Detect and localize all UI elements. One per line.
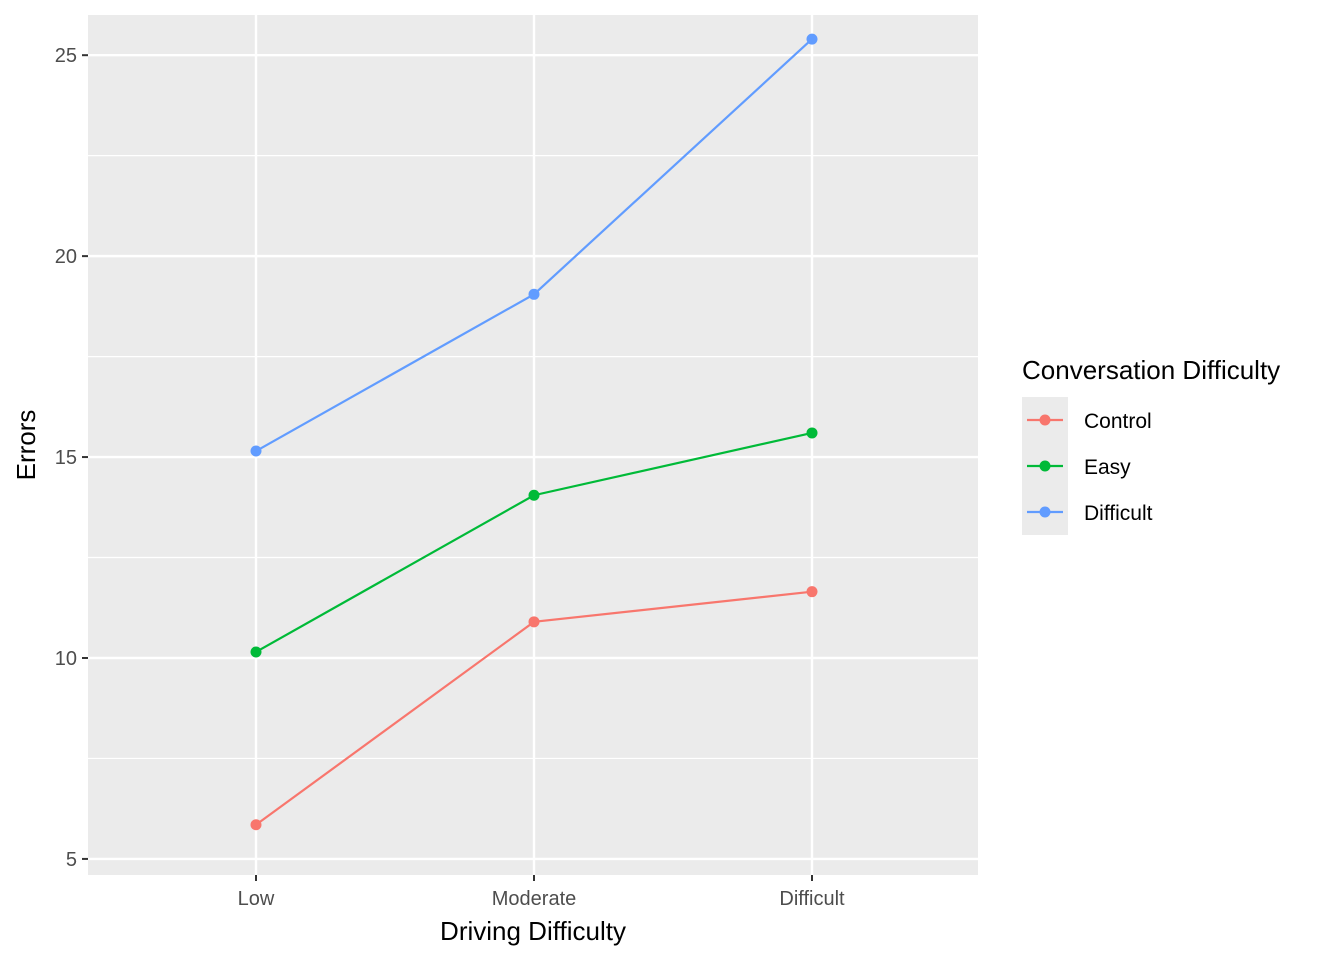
data-point-control [528, 616, 540, 628]
data-point-control [250, 819, 262, 831]
legend-label-difficult: Difficult [1084, 502, 1153, 525]
axes: 5 10 15 20 25 Low Moderate Difficult [55, 45, 845, 910]
y-tick-label: 25 [55, 45, 77, 67]
data-point-control [806, 586, 818, 598]
data-point-easy [806, 427, 818, 439]
data-point-easy [250, 646, 262, 658]
y-tick-label: 10 [55, 648, 77, 670]
legend-items: Control Easy Difficult [1022, 397, 1153, 535]
x-tick-label: Moderate [492, 888, 577, 910]
legend-label-easy: Easy [1084, 456, 1131, 479]
data-point-difficult [528, 288, 540, 300]
data-point-difficult [806, 33, 818, 45]
grid-lines [88, 15, 978, 875]
data-point-easy [528, 489, 540, 501]
x-tick-label: Low [238, 888, 275, 910]
series-lines [250, 33, 818, 831]
y-tick-label: 20 [55, 246, 77, 268]
x-axis-title: Driving Difficulty [440, 916, 626, 946]
y-tick-label: 5 [66, 849, 77, 871]
legend-key-point [1039, 506, 1051, 518]
legend-label-control: Control [1084, 410, 1152, 433]
legend-key-point [1039, 460, 1051, 472]
legend: Conversation Difficulty Control Easy Diffi… [1022, 355, 1280, 535]
legend-title: Conversation Difficulty [1022, 355, 1280, 385]
x-tick-label: Difficult [779, 888, 845, 910]
y-axis-title: Errors [11, 410, 41, 481]
data-point-difficult [250, 445, 262, 457]
y-tick-label: 15 [55, 447, 77, 469]
legend-key-point [1039, 414, 1051, 426]
